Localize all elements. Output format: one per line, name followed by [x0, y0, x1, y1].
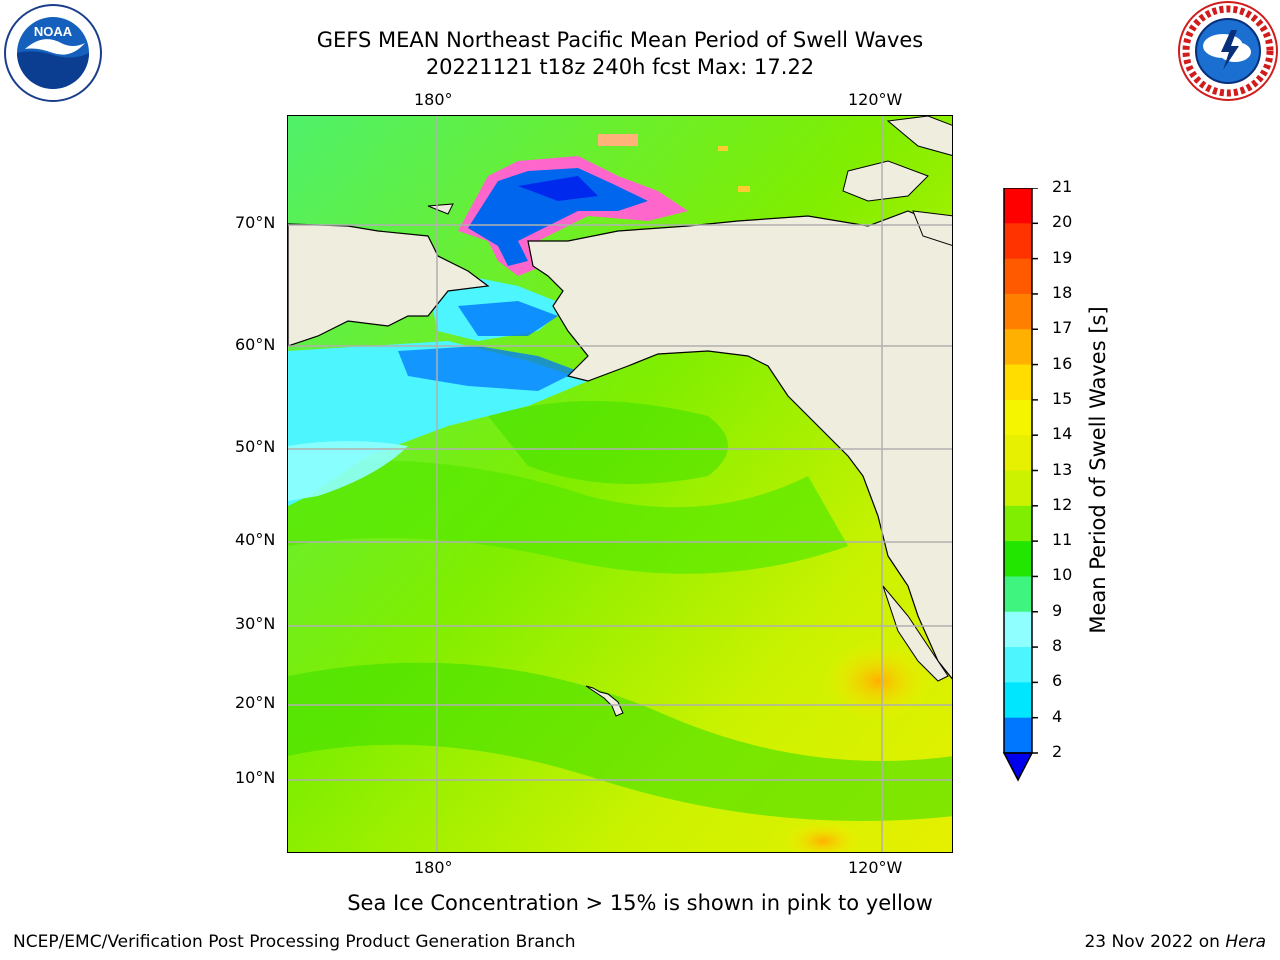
low-period-region [398, 346, 578, 391]
colorbar-tick-label: 18 [1052, 282, 1073, 302]
colorbar-band [1004, 647, 1032, 683]
colorbar-band [1004, 541, 1032, 577]
bottom-lon-label-120w: 120°W [848, 858, 903, 877]
top-lon-label-120w: 120°W [848, 90, 903, 109]
swell-hotspot [783, 821, 863, 852]
ice-patch [718, 146, 728, 151]
colorbar-tick-label: 19 [1052, 247, 1073, 267]
colorbar-band [1004, 611, 1032, 648]
colorbar-tick-label: 20 [1052, 212, 1073, 232]
footer-date: 23 Nov 2022 on Hera [1084, 932, 1266, 952]
colorbar-tick-label: 17 [1052, 318, 1073, 338]
colorbar-tick-label: 15 [1052, 388, 1073, 408]
land-hawaii [585, 685, 624, 717]
green-band [488, 401, 728, 484]
bottom-lon-label-180: 180° [414, 858, 453, 877]
colorbar-band [1004, 399, 1032, 436]
colorbar-tick-label: 2 [1052, 742, 1063, 761]
swell-hotspot [823, 641, 933, 721]
colorbar-label: Mean Period of Swell Waves [s] [1086, 306, 1110, 634]
lat-label-20n: 20°N [235, 693, 276, 712]
colorbar-tick-label: 4 [1052, 706, 1063, 726]
colorbar-band [1004, 576, 1032, 613]
svg-text:NOAA: NOAA [34, 24, 73, 39]
land-archipelago [912, 210, 952, 246]
colorbar-tick-label: 9 [1052, 600, 1063, 620]
land-siberia [288, 223, 490, 347]
colorbar-tick-label: 10 [1052, 565, 1073, 585]
ice-patch [738, 186, 750, 192]
colorbar-tick-label: 16 [1052, 353, 1073, 373]
low-period-region [288, 441, 408, 501]
colorbar-band [1004, 223, 1032, 260]
colorbar-band [1004, 364, 1032, 401]
ice-patch [598, 134, 638, 146]
colorbar-tick-label: 8 [1052, 636, 1063, 656]
noaa-logo: NOAA [4, 4, 102, 102]
colorbar-tick-label: 13 [1052, 459, 1073, 479]
colorbar-bands [1002, 188, 1034, 782]
colorbar-band [1004, 682, 1032, 719]
lat-label-60n: 60°N [235, 335, 276, 354]
arctic-low-period [468, 168, 648, 266]
colorbar-extend-arrow [1002, 752, 1034, 782]
colorbar-tick-label: 11 [1052, 530, 1073, 550]
colorbar [1002, 188, 1038, 782]
land-archipelago [842, 160, 929, 202]
colorbar-band [1004, 188, 1032, 224]
colorbar-band [1004, 435, 1032, 471]
footer-date-text: 23 Nov 2022 on [1084, 932, 1220, 952]
colorbar-band [1004, 717, 1032, 754]
colorbar-tick-label: 21 [1052, 177, 1073, 196]
map-gridlines [288, 116, 952, 852]
land-archipelago [886, 116, 952, 156]
colorbar-tick-label: 14 [1052, 424, 1073, 444]
green-band [288, 460, 848, 574]
lat-label-30n: 30°N [235, 614, 276, 633]
map-panel [287, 115, 953, 853]
colorbar-band [1004, 293, 1032, 330]
colorbar-tick-label: 12 [1052, 494, 1073, 514]
lat-label-40n: 40°N [235, 530, 276, 549]
colorbar-band [1004, 258, 1032, 295]
lat-label-10n: 10°N [235, 768, 276, 787]
sea-ice-note: Sea Ice Concentration > 15% is shown in … [347, 891, 933, 915]
colorbar-tick-label: 6 [1052, 671, 1063, 691]
footer-credit: NCEP/EMC/Verification Post Processing Pr… [13, 932, 576, 952]
lat-label-50n: 50°N [235, 437, 276, 456]
land-archipelago [427, 203, 454, 215]
colorbar-band [1004, 505, 1032, 542]
land-north-america [527, 210, 952, 680]
bering-sea [458, 301, 558, 336]
chart-subtitle: 20221121 t18z 240h fcst Max: 17.22 [425, 55, 815, 79]
chart-title: GEFS MEAN Northeast Pacific Mean Period … [316, 28, 924, 52]
nws-logo [1178, 1, 1278, 101]
green-band [288, 662, 952, 821]
colorbar-band [1004, 329, 1032, 366]
lat-label-70n: 70°N [235, 213, 276, 232]
top-lon-label-180: 180° [414, 90, 453, 109]
footer-machine: Hera [1225, 932, 1266, 952]
map-svg [288, 116, 952, 852]
land-baja [882, 585, 949, 682]
colorbar-band [1004, 470, 1032, 507]
arctic-low-period [518, 176, 598, 201]
